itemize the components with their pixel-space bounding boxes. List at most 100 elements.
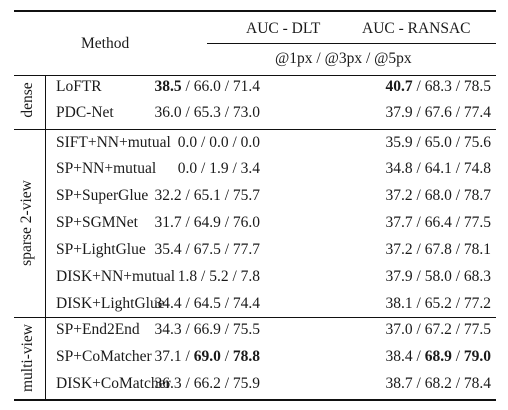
method-cell: SP+SGMNet: [56, 214, 138, 231]
ransac-value: 37.2: [385, 187, 413, 204]
ransac-value: 58.0: [424, 268, 452, 285]
method-cell: PDC-Net: [56, 104, 114, 121]
dlt-value: 75.5: [232, 321, 260, 338]
dlt-value: 76.0: [232, 214, 260, 231]
group-label-multi: multi-view: [19, 323, 36, 393]
dlt-cell: 31.7 / 64.9 / 76.0: [154, 214, 261, 231]
dlt-value: 36.3: [154, 375, 182, 392]
ransac-cell: 37.2 / 68.0 / 78.7: [385, 187, 492, 204]
dlt-value: 35.4: [154, 241, 182, 258]
ransac-value: 68.9: [424, 348, 452, 365]
ransac-value: 37.9: [385, 104, 413, 121]
dlt-value: 71.4: [232, 78, 260, 95]
dlt-value: 31.7: [154, 214, 182, 231]
method-cell: SP+SuperGlue: [56, 187, 149, 204]
ransac-value: 37.7: [385, 214, 413, 231]
dlt-value: 7.8: [240, 268, 260, 285]
ransac-value: 66.4: [424, 214, 452, 231]
dlt-cell: 36.0 / 65.3 / 73.0: [154, 104, 261, 121]
ransac-value: 68.2: [424, 375, 452, 392]
group-separator: [45, 75, 46, 399]
ransac-value: 75.6: [463, 134, 491, 151]
ransac-value: 77.5: [463, 321, 491, 338]
ransac-value: 38.1: [385, 295, 413, 312]
header-method: Method: [81, 35, 130, 52]
dlt-value: 73.0: [232, 104, 260, 121]
ransac-cell: 38.1 / 65.2 / 77.2: [385, 295, 492, 312]
ransac-cell: 37.0 / 67.2 / 77.5: [385, 321, 492, 338]
dlt-value: 36.0: [154, 104, 182, 121]
ransac-value: 35.9: [385, 134, 413, 151]
group-label-dense: dense: [19, 82, 36, 118]
ransac-value: 77.5: [463, 214, 491, 231]
ransac-value: 77.2: [463, 295, 491, 312]
ransac-value: 67.2: [424, 321, 452, 338]
ransac-cell: 37.7 / 66.4 / 77.5: [385, 214, 492, 231]
dlt-value: 0.0: [177, 134, 198, 151]
method-cell: SP+NN+mutual: [56, 160, 157, 177]
method-cell: DISK+CoMatcher: [56, 375, 171, 392]
ransac-value: 77.4: [463, 104, 491, 121]
ransac-cell: 38.4 / 68.9 / 79.0: [385, 348, 492, 365]
dlt-cell: 0.0 / 1.9 / 3.4: [177, 160, 260, 177]
top-rule: [14, 10, 496, 12]
dlt-cell: 35.4 / 67.5 / 77.7: [154, 241, 261, 258]
dlt-cell: 38.5 / 66.0 / 71.4: [154, 78, 261, 95]
method-cell: SIFT+NN+mutual: [56, 134, 171, 151]
ransac-value: 38.7: [385, 375, 413, 392]
ransac-value: 68.3: [463, 268, 491, 285]
ransac-value: 67.6: [424, 104, 452, 121]
ransac-cell: 40.7 / 68.3 / 78.5: [385, 78, 492, 95]
dlt-value: 65.3: [193, 104, 221, 121]
dlt-value: 0.0: [209, 134, 229, 151]
group-rule-2: [14, 317, 496, 318]
method-cell: SP+LightGlue: [56, 241, 146, 258]
ransac-value: 78.4: [463, 375, 491, 392]
ransac-value: 74.8: [463, 160, 491, 177]
ransac-value: 68.3: [424, 78, 452, 95]
dlt-value: 77.7: [232, 241, 260, 258]
dlt-value: 66.0: [193, 78, 221, 95]
dlt-value: 66.2: [193, 375, 221, 392]
dlt-value: 66.9: [193, 321, 221, 338]
dlt-value: 34.4: [154, 295, 182, 312]
dlt-value: 38.5: [154, 78, 182, 95]
dlt-cell: 34.4 / 64.5 / 74.4: [154, 295, 261, 312]
method-cell: DISK+LightGlue: [56, 295, 165, 312]
dlt-value: 64.5: [193, 295, 221, 312]
group-rule-1: [14, 129, 496, 130]
dlt-value: 32.2: [154, 187, 182, 204]
ransac-value: 78.5: [463, 78, 491, 95]
ransac-value: 65.2: [424, 295, 452, 312]
group-label-sparse: sparse 2-view: [18, 180, 35, 266]
method-cell: LoFTR: [56, 78, 102, 95]
dlt-cell: 36.3 / 66.2 / 75.9: [154, 375, 261, 392]
ransac-value: 38.4: [385, 348, 413, 365]
ransac-value: 68.0: [424, 187, 452, 204]
header-rule: [14, 75, 496, 76]
ransac-value: 67.8: [424, 241, 452, 258]
dlt-value: 67.5: [193, 241, 221, 258]
ransac-value: 37.2: [385, 241, 413, 258]
dlt-value: 1.9: [209, 160, 229, 177]
ransac-cell: 37.9 / 58.0 / 68.3: [385, 268, 492, 285]
dlt-value: 75.7: [232, 187, 260, 204]
method-cell: DISK+NN+mutual: [56, 268, 176, 285]
dlt-value: 74.4: [232, 295, 260, 312]
ransac-value: 78.7: [463, 187, 491, 204]
ransac-value: 40.7: [385, 78, 413, 95]
ransac-value: 79.0: [463, 348, 491, 365]
cmidrule: [207, 43, 496, 44]
dlt-cell: 1.8 / 5.2 / 7.8: [177, 268, 260, 285]
ransac-cell: 35.9 / 65.0 / 75.6: [385, 134, 492, 151]
ransac-cell: 37.2 / 67.8 / 78.1: [385, 241, 492, 258]
header-auc-dlt: AUC - DLT: [246, 20, 321, 37]
ransac-value: 65.0: [424, 134, 452, 151]
bottom-rule: [14, 399, 496, 401]
ransac-cell: 38.7 / 68.2 / 78.4: [385, 375, 492, 392]
dlt-value: 34.3: [154, 321, 182, 338]
dlt-value: 37.1: [154, 348, 182, 365]
dlt-value: 69.0: [193, 348, 221, 365]
header-auc-ransac: AUC - RANSAC: [362, 20, 471, 37]
header-thresholds: @1px / @3px / @5px: [275, 50, 412, 67]
